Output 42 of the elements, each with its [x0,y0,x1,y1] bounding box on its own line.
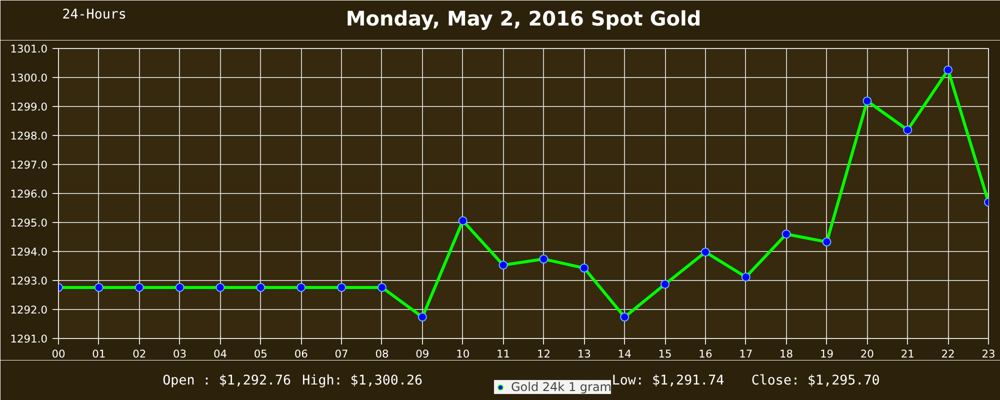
x-tick-label: 15 [658,348,672,360]
x-tick-label: 17 [739,348,753,360]
x-tick-label: 12 [536,348,550,360]
x-tick-label: 11 [496,348,510,360]
y-tick-label: 1301.0 [10,42,48,56]
x-tick-label: 05 [254,348,268,360]
x-tick-label: 02 [132,348,146,360]
y-tick-label: 1296.0 [10,188,48,200]
y-tick-label: 1294.0 [10,246,48,258]
y-tick-label: 1293.0 [10,274,48,288]
x-tick-label: 00 [52,348,66,360]
x-tick-label: 04 [213,348,228,360]
text: 24-Hours [62,8,126,22]
x-tick-label: 23 [982,348,996,360]
text: Low: $1,291.74 [612,374,724,388]
x-tick-label: 01 [92,348,106,360]
x-tick-label: 06 [294,348,308,360]
y-tick-label: 1299.0 [10,100,48,114]
x-tick-label: 13 [577,348,591,360]
x-tick-label: 03 [173,348,187,360]
x-tick-label: 08 [375,348,389,360]
x-tick-label: 14 [618,348,632,360]
text: Close: $1,295.70 [751,374,880,388]
x-tick-label: 09 [416,348,430,360]
x-tick-label: 07 [334,348,348,360]
y-tick-label: 1291.0 [10,332,48,346]
text: High: $1,300.26 [302,374,423,388]
x-tick-label: 21 [900,348,914,360]
y-tick-label: 1292.0 [10,304,48,316]
x-tick-label: 16 [698,348,712,360]
x-tick-label: 22 [941,348,955,360]
x-tick-label: 19 [820,348,834,360]
y-tick-label: 1298.0 [10,130,48,142]
y-tick-label: 1300.0 [10,72,48,84]
legend-label: Gold 24k 1 gram [511,380,612,394]
y-tick-label: 1297.0 [10,158,48,172]
x-tick-label: 18 [780,348,794,360]
y-tick-label: 1295.0 [10,216,48,230]
x-tick-label: 20 [860,348,874,360]
x-tick-label: 10 [456,348,470,360]
text: Open : $1,292.76 [162,374,292,388]
chart-title: Monday, May 2, 2016 Spot Gold [346,6,702,30]
